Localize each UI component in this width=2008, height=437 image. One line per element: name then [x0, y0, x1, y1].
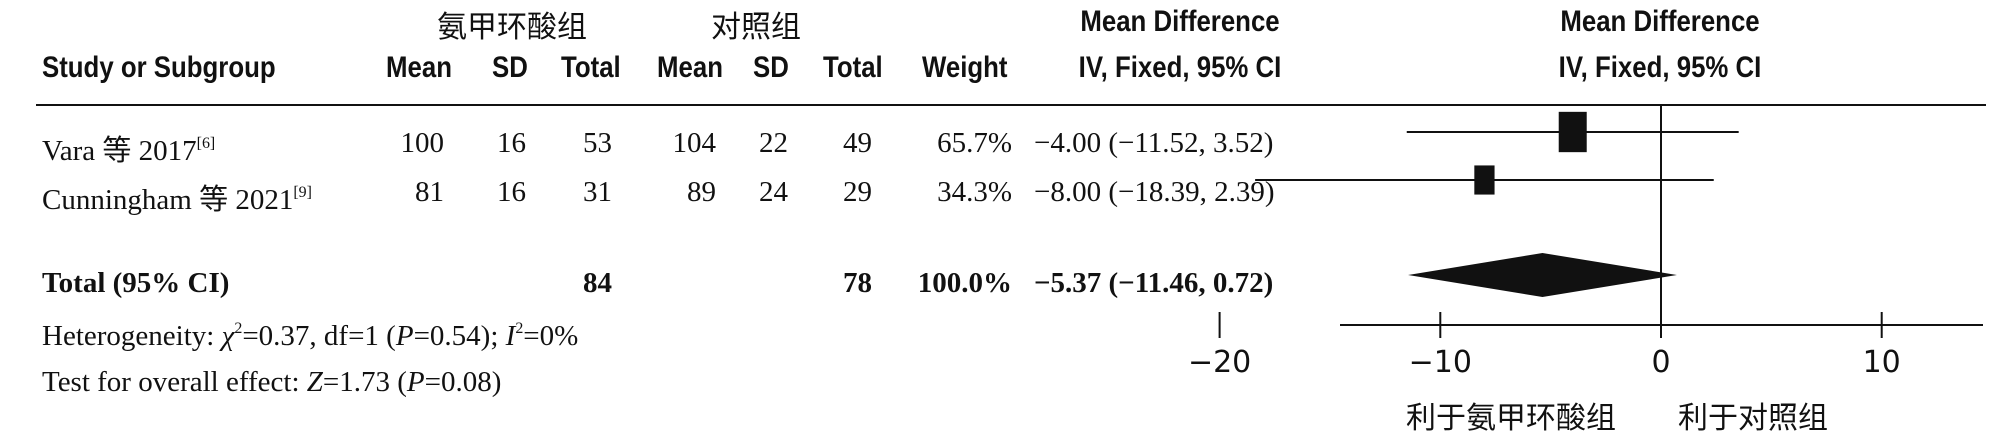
- total-ci: −5.37 (−11.46, 0.72): [1034, 267, 1274, 299]
- ctl-sd-value: 22: [759, 127, 788, 159]
- study-name: Vara 等 2017[6]: [42, 135, 216, 167]
- ctl-total-header: Total: [823, 51, 883, 84]
- x-axis-tick-label: −10: [1409, 345, 1472, 380]
- ctl-sd-header: SD: [753, 51, 789, 84]
- study-column-header: Study or Subgroup: [42, 51, 276, 84]
- favours-right-label: 利于对照组: [1678, 401, 1828, 436]
- exp-total-value: 31: [583, 176, 612, 208]
- weight-value: 65.7%: [937, 127, 1012, 159]
- md-method-header-plot: IV, Fixed, 95% CI: [1558, 51, 1762, 84]
- md-method-header-table: IV, Fixed, 95% CI: [1078, 51, 1282, 84]
- total-exp-count: 84: [583, 267, 612, 299]
- total-ctl-count: 78: [843, 267, 872, 299]
- exp-mean-value: 81: [415, 176, 444, 208]
- exp-mean-value: 100: [400, 127, 445, 159]
- ctl-mean-header: Mean: [657, 51, 723, 84]
- ctl-total-value: 49: [843, 127, 872, 159]
- header-divider: [36, 104, 1986, 106]
- x-axis-tick-label: −20: [1188, 345, 1251, 380]
- x-axis-tick-label: 10: [1863, 345, 1901, 380]
- heterogeneity-text: Heterogeneity: χ2=0.37, df=1 (P=0.54); I…: [42, 320, 579, 352]
- weight-value: 34.3%: [937, 176, 1012, 208]
- ctl-mean-value: 89: [687, 176, 716, 208]
- study-point-estimate: [1558, 111, 1587, 153]
- ci-value: −8.00 (−18.39, 2.39): [1034, 176, 1275, 208]
- ctl-mean-value: 104: [672, 127, 717, 159]
- overall-effect-text: Test for overall effect: Z=1.73 (P=0.08): [42, 366, 502, 398]
- md-title-header-plot: Mean Difference: [1560, 5, 1760, 38]
- favours-left-label: 利于氨甲环酸组: [1406, 401, 1616, 436]
- exp-mean-header: Mean: [386, 51, 452, 84]
- exp-sd-header: SD: [492, 51, 528, 84]
- experimental-group-header: 氨甲环酸组: [437, 10, 587, 45]
- exp-sd-value: 16: [497, 127, 526, 159]
- study-name: Cunningham 等 2021[9]: [42, 184, 312, 216]
- x-axis-tick-label: 0: [1651, 345, 1670, 380]
- weight-header: Weight: [922, 51, 1008, 84]
- exp-total-header: Total: [561, 51, 621, 84]
- exp-total-value: 53: [583, 127, 612, 159]
- total-label: Total (95% CI): [42, 267, 230, 299]
- study-point-estimate: [1474, 165, 1495, 195]
- exp-sd-value: 16: [497, 176, 526, 208]
- total-weight: 100.0%: [917, 267, 1012, 299]
- ctl-sd-value: 24: [759, 176, 788, 208]
- pooled-diamond: [1408, 253, 1677, 297]
- control-group-header: 对照组: [711, 10, 801, 45]
- ctl-total-value: 29: [843, 176, 872, 208]
- md-title-header-table: Mean Difference: [1080, 5, 1280, 38]
- ci-value: −4.00 (−11.52, 3.52): [1034, 127, 1274, 159]
